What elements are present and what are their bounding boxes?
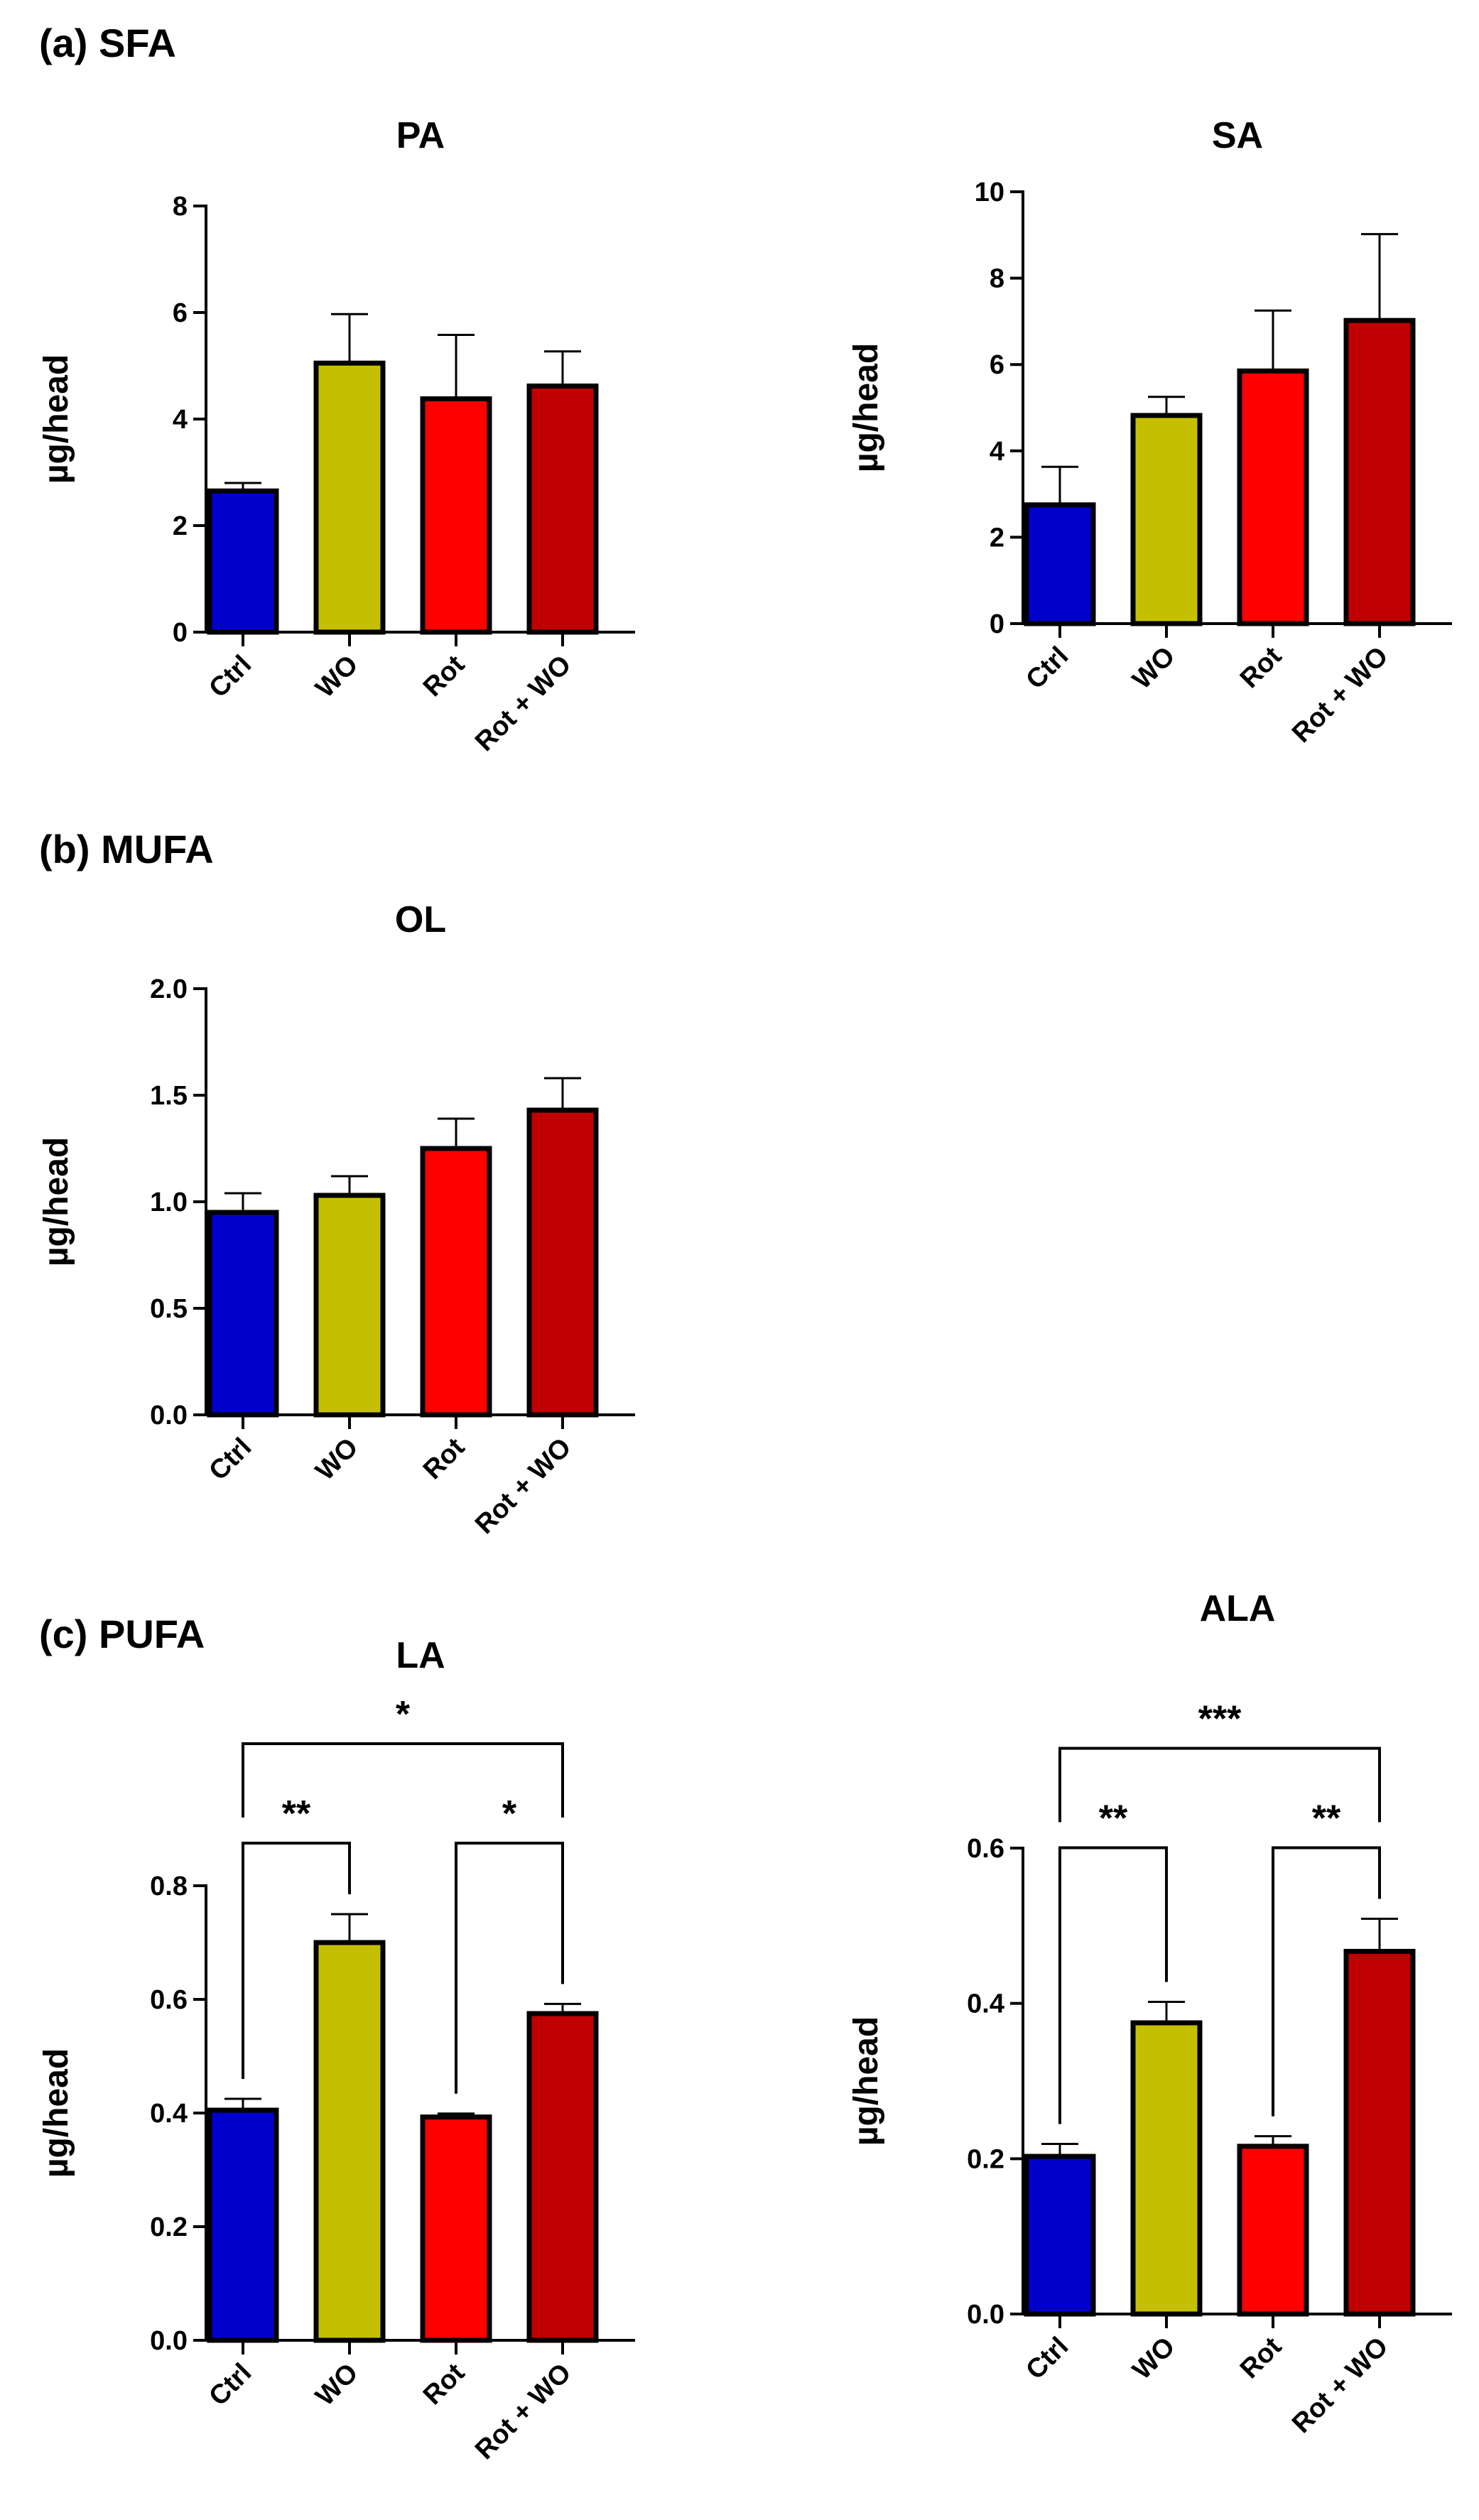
section-label-sfa: (a) SFA bbox=[39, 21, 176, 65]
ala-bar-rot bbox=[1237, 2144, 1309, 2317]
ala-bar-rot-wo bbox=[1343, 1948, 1416, 2317]
la-significance-label: * bbox=[502, 1793, 517, 1835]
ala-significance-label: ** bbox=[1312, 1798, 1341, 1839]
ala-significance-label: ** bbox=[1099, 1798, 1128, 1839]
ol-bar-ctrl bbox=[207, 1210, 279, 1418]
ala-significance-label: *** bbox=[1198, 1698, 1242, 1739]
sa-y-tick-label: 0 bbox=[990, 609, 1004, 639]
ala-y-axis-label: µg/head bbox=[847, 2016, 885, 2146]
ala-y-tick-label: 0.4 bbox=[967, 1989, 1004, 2019]
la-chart-title: LA bbox=[396, 1635, 445, 1676]
sa-y-tick-label: 6 bbox=[990, 350, 1004, 380]
la-category-label-rot-wo: Rot + WO bbox=[470, 2358, 577, 2465]
la-significance-label: ** bbox=[282, 1793, 311, 1835]
ol-category-label-rot: Rot bbox=[418, 1432, 471, 1485]
la-bar-ctrl bbox=[207, 2107, 279, 2343]
sa-y-tick-label: 4 bbox=[990, 437, 1004, 467]
pa-category-label-rot: Rot bbox=[418, 649, 471, 702]
la-significance-label: * bbox=[396, 1694, 411, 1735]
pa-bar-ctrl bbox=[207, 488, 279, 635]
pa-category-label-ctrl: Ctrl bbox=[203, 650, 257, 704]
sa-bar-rot bbox=[1237, 368, 1309, 626]
pa-chart-title: PA bbox=[396, 115, 445, 156]
la-bar-wo bbox=[313, 1940, 386, 2343]
sa-chart-title: SA bbox=[1212, 115, 1263, 156]
la-y-tick-label: 0.8 bbox=[150, 1872, 188, 1901]
ol-y-tick-label: 0.0 bbox=[150, 1401, 188, 1430]
ala-bar-ctrl bbox=[1024, 2154, 1096, 2317]
pa-bar-wo bbox=[313, 360, 386, 635]
la-y-tick-label: 0.2 bbox=[150, 2212, 188, 2242]
ala-significance-bracket bbox=[1272, 1846, 1381, 2117]
la-significance-bracket bbox=[242, 1842, 351, 2079]
ol-y-tick-label: 1.0 bbox=[150, 1188, 188, 1217]
section-label-mufa: (b) MUFA bbox=[39, 827, 214, 871]
la-bar-rot bbox=[420, 2114, 492, 2343]
ala-y-tick-label: 0.6 bbox=[967, 1834, 1004, 1864]
ol-bar-rot bbox=[420, 1146, 492, 1418]
ol-category-label-wo: WO bbox=[310, 1433, 364, 1487]
la-y-tick-label: 0.0 bbox=[150, 2326, 188, 2356]
ala-chart-title: ALA bbox=[1200, 1588, 1276, 1629]
pa-category-label-wo: WO bbox=[310, 650, 364, 704]
ala-category-label-ctrl: Ctrl bbox=[1020, 2332, 1074, 2386]
sa-category-label-rot-wo: Rot + WO bbox=[1286, 641, 1394, 749]
la-y-axis-label: µg/head bbox=[38, 2048, 75, 2178]
ol-y-tick-label: 1.5 bbox=[150, 1081, 188, 1111]
la-category-label-rot: Rot bbox=[418, 2357, 471, 2411]
ol-chart-title: OL bbox=[395, 899, 446, 940]
ala-category-label-rot-wo: Rot + WO bbox=[1286, 2332, 1394, 2439]
pa-y-tick-label: 0 bbox=[173, 618, 188, 648]
pa-y-tick-label: 2 bbox=[173, 511, 188, 541]
ala-category-label-rot: Rot bbox=[1235, 2331, 1288, 2384]
pa-bar-rot-wo bbox=[526, 384, 599, 635]
pa-y-axis-label: µg/head bbox=[38, 354, 75, 484]
pa-bar-rot bbox=[420, 396, 492, 635]
sa-category-label-rot: Rot bbox=[1235, 641, 1288, 694]
pa-y-tick-label: 4 bbox=[173, 405, 188, 435]
sa-y-axis-label: µg/head bbox=[847, 343, 885, 472]
la-significance-bracket bbox=[455, 1842, 564, 2094]
ala-y-tick-label: 0.0 bbox=[967, 2300, 1004, 2330]
ala-category-label-wo: WO bbox=[1127, 2332, 1181, 2386]
la-y-tick-label: 0.4 bbox=[150, 2099, 188, 2129]
la-category-label-wo: WO bbox=[310, 2358, 364, 2412]
sa-category-label-ctrl: Ctrl bbox=[1020, 641, 1074, 695]
pa-y-tick-label: 6 bbox=[173, 298, 188, 328]
ol-y-tick-label: 2.0 bbox=[150, 974, 188, 1004]
pa-category-label-rot-wo: Rot + WO bbox=[470, 650, 577, 757]
ol-y-tick-label: 0.5 bbox=[150, 1294, 188, 1324]
la-significance-bracket bbox=[242, 1742, 564, 1818]
ala-bar-wo bbox=[1130, 2020, 1203, 2317]
section-label-pufa: (c) PUFA bbox=[39, 1612, 205, 1656]
ol-bar-rot-wo bbox=[526, 1107, 599, 1418]
sa-y-tick-label: 8 bbox=[990, 264, 1004, 294]
ol-y-axis-label: µg/head bbox=[38, 1137, 75, 1266]
ol-bar-wo bbox=[313, 1193, 386, 1418]
la-y-tick-label: 0.6 bbox=[150, 1985, 188, 2015]
sa-bar-rot-wo bbox=[1343, 317, 1416, 626]
ala-significance-bracket bbox=[1058, 1747, 1381, 1823]
ala-significance-bracket bbox=[1058, 1846, 1168, 2124]
ol-category-label-ctrl: Ctrl bbox=[203, 1433, 257, 1487]
la-bar-rot-wo bbox=[526, 2011, 599, 2343]
sa-category-label-wo: WO bbox=[1127, 641, 1181, 695]
ol-category-label-rot-wo: Rot + WO bbox=[470, 1433, 577, 1540]
sa-y-tick-label: 2 bbox=[990, 523, 1004, 553]
pa-y-tick-label: 8 bbox=[173, 192, 188, 222]
sa-bar-wo bbox=[1130, 413, 1203, 626]
sa-y-tick-label: 10 bbox=[975, 178, 1004, 207]
la-category-label-ctrl: Ctrl bbox=[203, 2358, 257, 2412]
sa-bar-ctrl bbox=[1024, 502, 1096, 626]
ala-y-tick-label: 0.2 bbox=[967, 2144, 1004, 2174]
